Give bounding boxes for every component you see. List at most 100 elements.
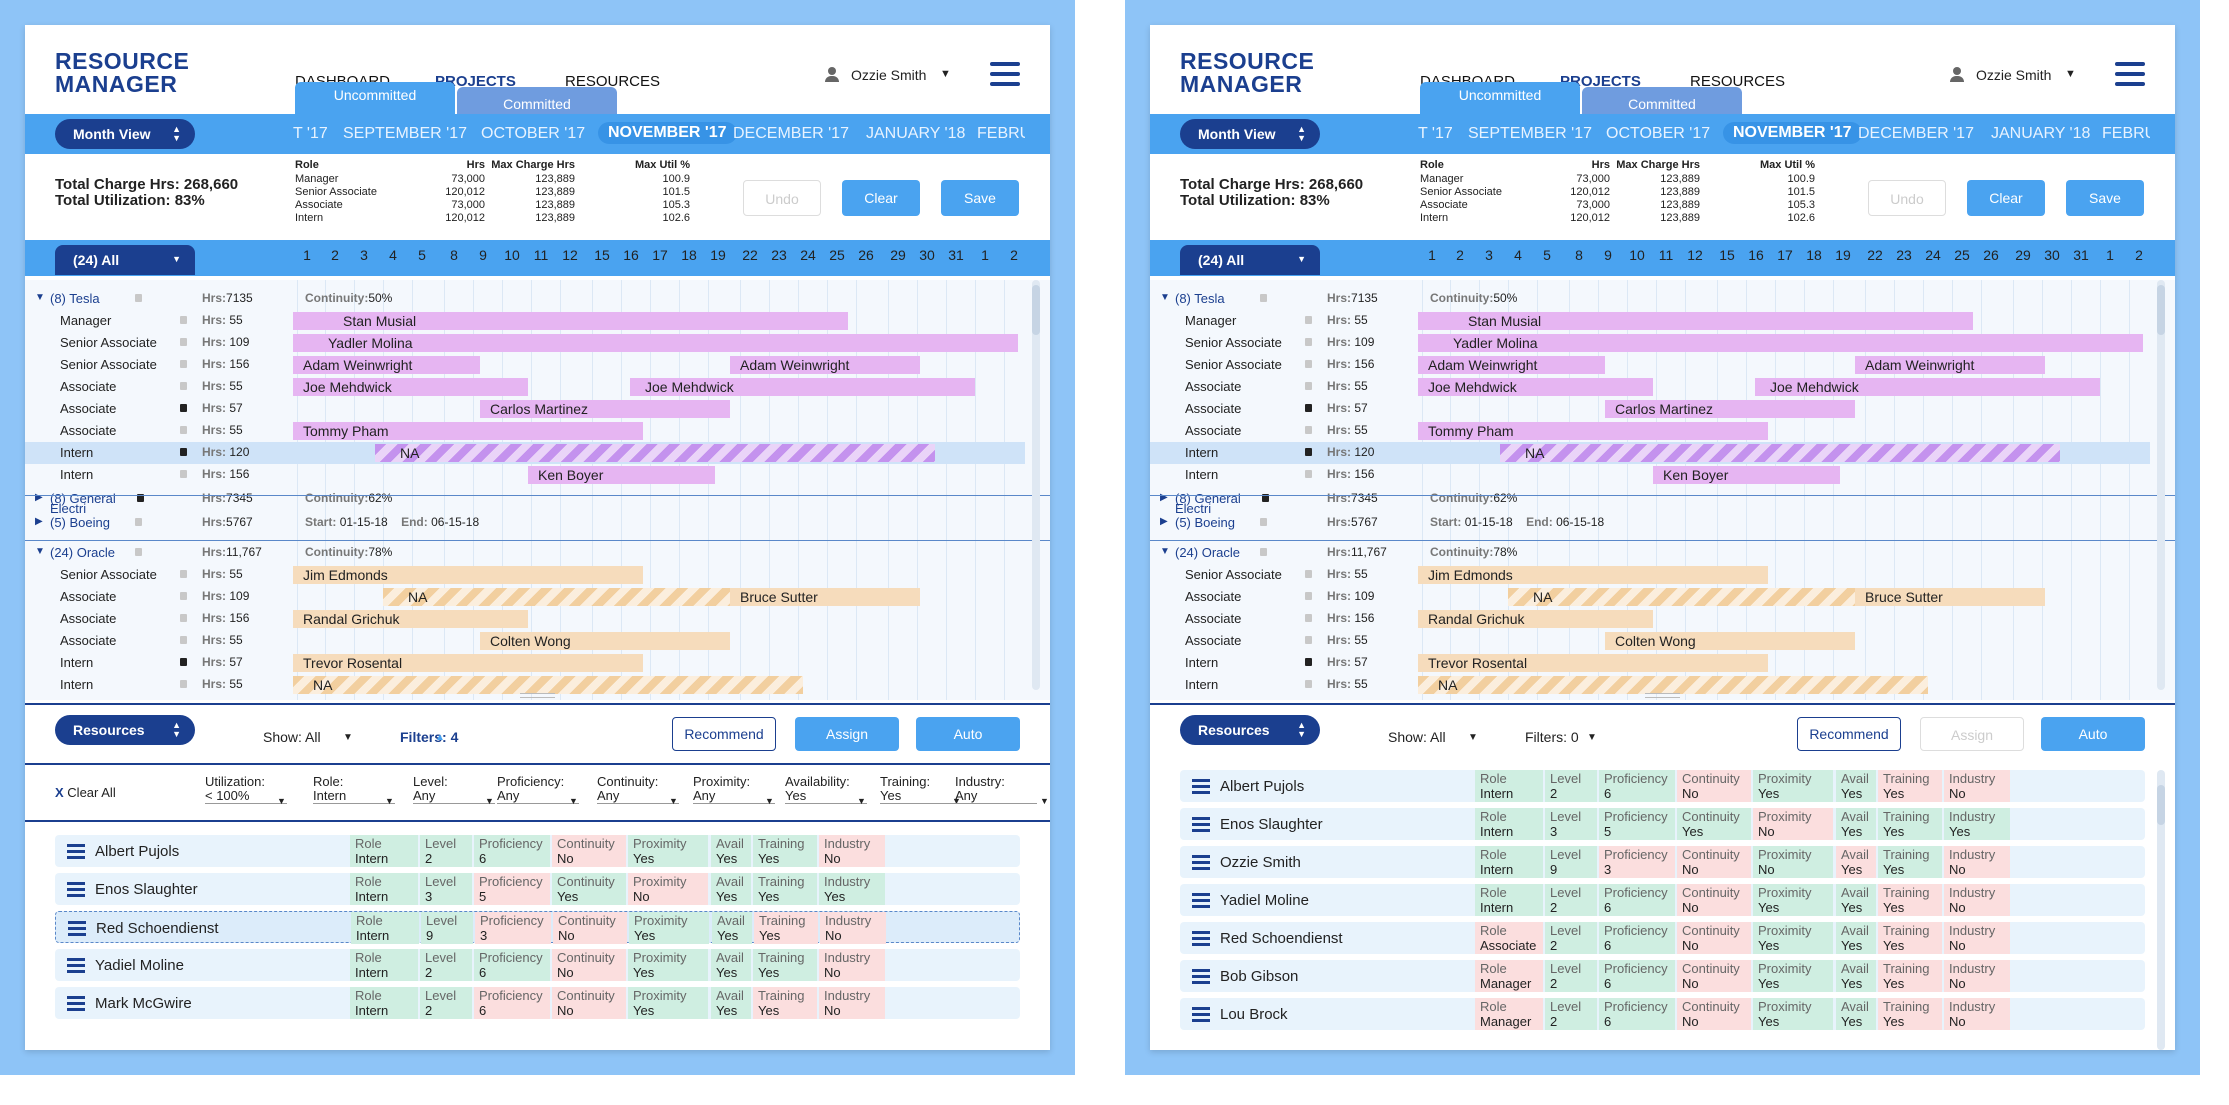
filter-field[interactable]: Industry: Any ▼ (955, 775, 1049, 806)
resource-card[interactable]: Enos Slaughter Role Intern Level 3 Proficienc… (55, 873, 1020, 905)
member-row[interactable]: Associate Hrs: 55 Joe Mehdwick Joe Mehdwick (1150, 376, 2150, 398)
assignment-bar[interactable]: Adam Weinwright (730, 356, 920, 374)
lock-icon[interactable] (180, 360, 187, 368)
month-5[interactable]: JANUARY '18 (1991, 125, 2091, 142)
lock-icon[interactable] (1305, 680, 1312, 688)
member-row[interactable]: Intern Hrs: 156 Ken Boyer (25, 464, 1025, 486)
undo-button[interactable]: Undo (1868, 180, 1946, 216)
lock-icon[interactable] (1305, 338, 1312, 346)
lock-icon[interactable] (180, 570, 187, 578)
lock-icon[interactable] (1305, 470, 1312, 478)
group-name[interactable]: (24) Oracle (50, 545, 116, 560)
view-select[interactable]: Month View ▲ ▼ (55, 119, 195, 149)
caret-down-icon[interactable]: ▼ (35, 546, 45, 557)
assignment-bar[interactable]: Joe Mehdwick (1755, 378, 2100, 396)
lock-icon[interactable] (1260, 294, 1267, 302)
auto-button[interactable]: Auto (2041, 717, 2145, 751)
lock-icon[interactable] (180, 636, 187, 644)
lock-icon[interactable] (1262, 494, 1269, 502)
assignment-bar[interactable]: Carlos Martinez (480, 400, 730, 418)
member-row[interactable]: Associate Hrs: 156 Randal Grichuk (25, 608, 1025, 630)
gantt-scrollbar[interactable] (1032, 280, 1040, 690)
filter-field[interactable]: Continuity: Any ▼ (597, 775, 679, 806)
member-row[interactable]: Associate Hrs: 55 Colten Wong (1150, 630, 2150, 652)
month-6[interactable]: FEBRU (2102, 125, 2150, 142)
resources-select[interactable]: Resources ▲ ▼ (55, 715, 195, 745)
drag-handle-icon[interactable] (1192, 969, 1210, 987)
member-row[interactable]: Intern Hrs: 55 NA (1150, 674, 2150, 696)
assignment-bar[interactable]: Yadler Molina (1418, 334, 2143, 352)
nav-projects[interactable]: PROJECTS (435, 73, 516, 90)
filter-field[interactable]: Proficiency: Any ▼ (497, 775, 579, 806)
assignment-bar[interactable]: Randal Grichuk (293, 610, 528, 628)
user-menu-chevron-icon[interactable]: ▼ (2065, 68, 2076, 80)
resource-card[interactable]: Bob Gibson Role Manager Level 2 Proficiency 6 C… (1180, 960, 2145, 992)
filter-field[interactable]: Utilization: < 100% ▼ (205, 775, 287, 806)
assignment-bar[interactable]: Adam Weinwright (1855, 356, 2045, 374)
lock-icon[interactable] (1305, 658, 1312, 666)
nav-projects[interactable]: PROJECTS (1560, 73, 1641, 90)
filter-field[interactable]: Availability: Yes ▼ (785, 775, 867, 806)
drag-handle-icon[interactable] (1192, 779, 1210, 797)
assignment-bar[interactable]: Adam Weinwright (1418, 356, 1605, 374)
lock-icon[interactable] (1305, 382, 1312, 390)
member-row[interactable]: Associate Hrs: 55 Joe Mehdwick Joe Mehdwick (25, 376, 1025, 398)
group-name[interactable]: (24) Oracle (1175, 545, 1241, 560)
lock-icon[interactable] (135, 548, 142, 556)
member-row[interactable]: Senior Associate Hrs: 55 Jim Edmonds (1150, 564, 2150, 586)
caret-right-icon[interactable]: ▶ (35, 492, 43, 503)
month-4[interactable]: DECEMBER '17 (733, 125, 849, 142)
unassigned-bar[interactable]: NA (375, 444, 935, 462)
filter-value[interactable]: Any (497, 789, 579, 804)
chevron-down-icon[interactable]: ▼ (343, 732, 353, 743)
lock-icon[interactable] (1305, 404, 1312, 412)
user-name[interactable]: Ozzie Smith (851, 67, 927, 83)
resource-card[interactable]: Red Schoendienst Role Intern Level 9 Proficie… (55, 911, 1020, 944)
member-row[interactable]: Senior Associate Hrs: 109 Yadler Molina (1150, 332, 2150, 354)
month-3[interactable]: NOVEMBER '17 (598, 122, 737, 144)
assignment-bar[interactable]: Joe Mehdwick (1418, 378, 1653, 396)
member-row[interactable]: Manager Hrs: 55 Stan Musial (25, 310, 1025, 332)
member-row[interactable]: Intern Hrs: 156 Ken Boyer (1150, 464, 2150, 486)
drag-handle-icon[interactable] (1192, 817, 1210, 835)
group-name[interactable]: (5) Boeing (1175, 515, 1235, 530)
member-row[interactable]: Associate Hrs: 109 NA Bruce Sutter (25, 586, 1025, 608)
month-5[interactable]: JANUARY '18 (866, 125, 966, 142)
tab-committed[interactable]: Committed (1582, 87, 1742, 115)
member-row[interactable]: Intern Hrs: 120 NA (1150, 442, 2150, 464)
month-4[interactable]: DECEMBER '17 (1858, 125, 1974, 142)
lock-icon[interactable] (180, 470, 187, 478)
member-row[interactable]: Intern Hrs: 120 NA (25, 442, 1025, 464)
view-select[interactable]: Month View ▲ ▼ (1180, 119, 1320, 149)
filter-value[interactable]: Any (413, 789, 495, 804)
drag-handle-icon[interactable] (1192, 1007, 1210, 1025)
lock-icon[interactable] (180, 382, 187, 390)
month-0[interactable]: T '17 (1418, 125, 1453, 142)
show-filter[interactable]: Show: All (263, 729, 321, 745)
lock-icon[interactable] (1305, 316, 1312, 324)
member-row[interactable]: Associate Hrs: 55 Colten Wong (25, 630, 1025, 652)
user-name[interactable]: Ozzie Smith (1976, 67, 2052, 83)
assignment-bar[interactable]: Bruce Sutter (730, 588, 920, 606)
resource-card[interactable]: Mark McGwire Role Intern Level 2 Proficiency 6… (55, 987, 1020, 1019)
hamburger-menu-icon[interactable] (2115, 62, 2145, 88)
filter-field[interactable]: Role: Intern ▼ (313, 775, 395, 806)
caret-right-icon[interactable]: ▶ (1160, 516, 1168, 527)
tab-uncommitted[interactable]: Uncommitted (295, 82, 455, 114)
unassigned-bar[interactable]: NA (1418, 676, 1928, 694)
filter-value[interactable]: Any (693, 789, 775, 804)
filter-value[interactable]: Yes (880, 789, 962, 804)
resource-card[interactable]: Ozzie Smith Role Intern Level 9 Proficiency 3 C… (1180, 846, 2145, 878)
group-name[interactable]: (8) Tesla (1175, 291, 1225, 306)
assignment-bar[interactable]: Colten Wong (1605, 632, 1855, 650)
lock-icon[interactable] (180, 448, 187, 456)
gantt-scrollbar[interactable] (2157, 280, 2165, 690)
assignment-bar[interactable]: Jim Edmonds (293, 566, 643, 584)
assignment-bar[interactable]: Trevor Rosental (1418, 654, 1768, 672)
group-row-boeing[interactable]: ▶ (5) Boeing Hrs:5767 Start: 01-15-18 End: … (25, 512, 1025, 534)
month-3[interactable]: NOVEMBER '17 (1723, 122, 1862, 144)
group-filter-select[interactable]: (24) All ▼ (1180, 245, 1320, 275)
nav-resources[interactable]: RESOURCES (1690, 73, 1786, 90)
month-1[interactable]: SEPTEMBER '17 (343, 125, 467, 142)
lock-icon[interactable] (1260, 518, 1267, 526)
